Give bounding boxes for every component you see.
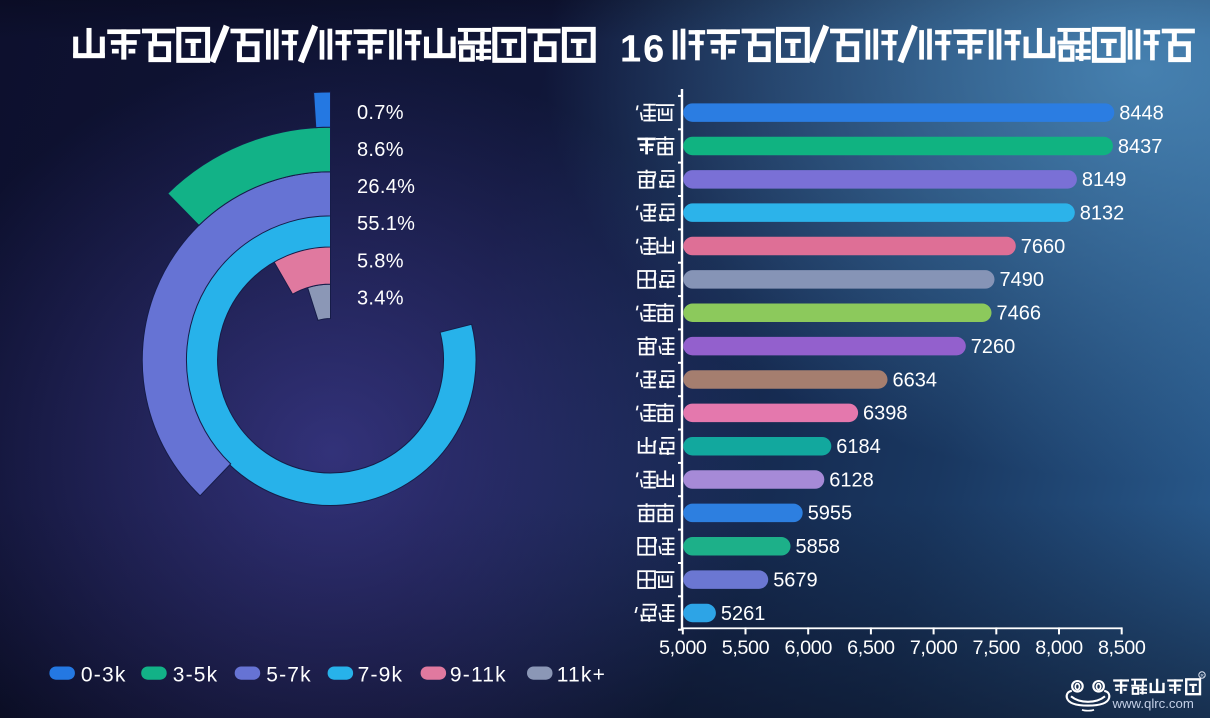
svg-text:9-11k: 9-11k [450, 664, 507, 687]
svg-text:11k+: 11k+ [557, 664, 606, 687]
svg-text:6128: 6128 [829, 469, 874, 491]
svg-text:7490: 7490 [1000, 269, 1045, 291]
svg-text:6,000: 6,000 [784, 637, 832, 659]
svg-text:5-7k: 5-7k [266, 664, 312, 687]
svg-text:5,000: 5,000 [659, 637, 707, 659]
svg-text:6184: 6184 [836, 436, 881, 458]
svg-text:5955: 5955 [808, 503, 853, 525]
svg-text:5.8%: 5.8% [357, 250, 404, 272]
svg-text:8,500: 8,500 [1098, 637, 1146, 659]
svg-text:5858: 5858 [796, 536, 841, 558]
svg-text:R: R [1201, 673, 1205, 678]
svg-text:6634: 6634 [893, 369, 938, 391]
svg-text:www.qlrc.com: www.qlrc.com [1112, 696, 1194, 711]
svg-text:7260: 7260 [971, 336, 1016, 358]
svg-text:3.4%: 3.4% [357, 288, 404, 310]
svg-text:6,500: 6,500 [847, 637, 895, 659]
svg-text:8437: 8437 [1118, 136, 1163, 158]
svg-text:5,500: 5,500 [722, 637, 770, 659]
svg-text:7466: 7466 [997, 303, 1042, 325]
svg-text:7,500: 7,500 [973, 637, 1021, 659]
svg-text:8,000: 8,000 [1035, 637, 1083, 659]
svg-text:26.4%: 26.4% [357, 176, 415, 198]
svg-text:0-3k: 0-3k [81, 664, 127, 687]
svg-text:6398: 6398 [863, 403, 908, 425]
svg-text:8132: 8132 [1080, 203, 1125, 225]
svg-text:3-5k: 3-5k [173, 664, 219, 687]
svg-text:16: 16 [620, 29, 666, 71]
svg-text:7660: 7660 [1021, 236, 1066, 258]
svg-text:5261: 5261 [721, 603, 766, 625]
svg-text:7-9k: 7-9k [358, 664, 404, 687]
svg-text:8149: 8149 [1082, 169, 1127, 191]
svg-text:7,000: 7,000 [910, 637, 958, 659]
svg-text:5679: 5679 [773, 569, 818, 591]
svg-text:0.7%: 0.7% [357, 102, 404, 124]
svg-text:8.6%: 8.6% [357, 139, 404, 161]
svg-text:8448: 8448 [1119, 102, 1164, 124]
svg-text:55.1%: 55.1% [357, 213, 415, 235]
